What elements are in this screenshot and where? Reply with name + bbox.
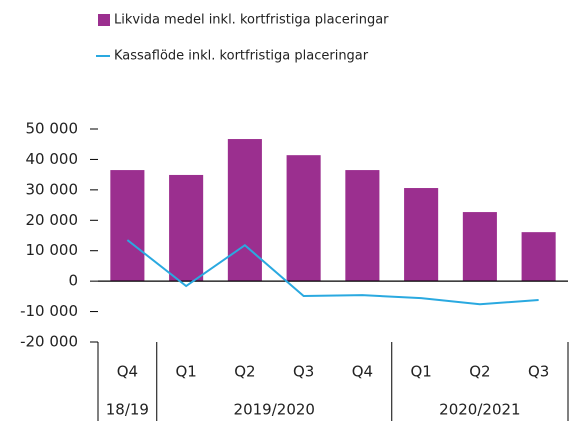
x-tick-label: Q1	[175, 363, 196, 381]
y-tick-label: 30 000	[26, 180, 79, 198]
x-tick-label: Q3	[293, 363, 314, 381]
x-tick-label: Q4	[117, 363, 138, 381]
bar	[462, 212, 497, 282]
bar	[404, 188, 439, 282]
y-tick-label: -20 000	[20, 333, 78, 351]
y-tick-label: 10 000	[26, 241, 79, 259]
bar	[227, 139, 262, 282]
x-tick-label: Q4	[352, 363, 373, 381]
x-tick-label: Q3	[528, 363, 549, 381]
x-tick-label: Q1	[410, 363, 431, 381]
x-tick-label: Q2	[234, 363, 255, 381]
x-tick-label: Q2	[469, 363, 490, 381]
legend-label: Kassaflöde inkl. kortfristiga placeringa…	[114, 49, 369, 64]
y-tick-label: -10 000	[20, 302, 78, 320]
line	[126, 239, 539, 306]
group-label: 18/19	[106, 401, 149, 419]
legend-label: Likvida medel inkl. kortfristiga placeri…	[114, 13, 389, 28]
legend-swatch	[98, 14, 110, 26]
y-tick-label: 20 000	[26, 211, 79, 229]
y-tick-label: 40 000	[26, 150, 79, 168]
group-label: 2019/2020	[234, 401, 315, 419]
group-label: 2020/2021	[439, 401, 520, 419]
bar	[169, 174, 204, 282]
y-tick-label: 0	[68, 272, 78, 290]
y-tick-label: 50 000	[26, 120, 79, 138]
bar	[286, 155, 321, 282]
bar	[110, 170, 145, 282]
bar	[345, 170, 380, 282]
bar	[521, 232, 556, 282]
